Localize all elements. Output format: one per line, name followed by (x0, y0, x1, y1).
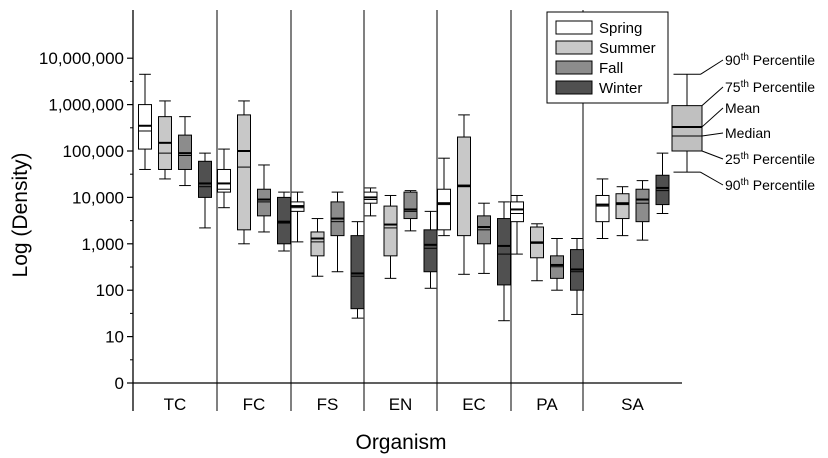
x-tick-label: FS (317, 395, 339, 414)
box-spring-fc (217, 148, 231, 209)
box-fall-en (403, 190, 418, 232)
box-fall-ec (477, 202, 491, 274)
y-tick-label: 10,000 (72, 188, 124, 207)
key-label: 25th Percentile (725, 151, 815, 167)
x-axis-label: Organism (355, 431, 446, 454)
legend-swatch (555, 80, 593, 95)
box-summer-tc (158, 100, 172, 180)
box-spring-en (363, 187, 378, 217)
box-spring-ec (437, 157, 451, 237)
key-leader (700, 171, 724, 186)
x-tick-label: TC (164, 395, 187, 414)
y-tick-label: 100,000 (63, 142, 124, 161)
box-fall-pa (550, 238, 564, 291)
box-body (383, 205, 398, 257)
box-body (198, 160, 212, 198)
box-winter-en (423, 210, 438, 289)
box-series (138, 73, 670, 322)
box-summer-sa (615, 186, 630, 237)
box-body (655, 174, 670, 206)
y-tick-label: 10,000,000 (39, 49, 124, 68)
percentile-key: 90th Percentile 75th Percentile Mean Median… (671, 52, 815, 193)
box-fall-tc (178, 116, 192, 187)
box-body (403, 191, 418, 220)
legend-label: Summer (599, 40, 656, 57)
box-summer-pa (530, 223, 544, 282)
x-tick-label: FC (243, 395, 266, 414)
key-label: Median (725, 125, 771, 141)
legend-swatch (555, 40, 593, 55)
box-body (350, 235, 365, 310)
box-fall-fc (257, 164, 271, 233)
legend-swatch (555, 20, 593, 35)
x-axis: TC FC FS EN EC PA SA (164, 395, 645, 414)
box-summer-ec (457, 114, 471, 275)
key-leader (701, 86, 724, 107)
y-tick-label: 100 (96, 281, 124, 300)
box-winter-fc (277, 191, 291, 252)
legend-swatch (555, 60, 593, 75)
legend: Spring Summer Fall Winter (546, 11, 669, 104)
box-body (217, 168, 231, 193)
box-body (635, 188, 650, 223)
box-winter-fs (350, 221, 365, 319)
box-winter-sa (655, 152, 670, 214)
box-spring-fs (290, 191, 305, 243)
box-body (423, 229, 438, 273)
box-body (310, 231, 325, 257)
box-fall-sa (635, 180, 650, 241)
box-winter-pa (570, 238, 584, 315)
box-body (277, 196, 291, 245)
box-body (497, 218, 511, 286)
box-body (510, 201, 524, 223)
box-spring-sa (595, 178, 610, 240)
x-tick-label: EC (462, 395, 486, 414)
box-fall-fs (330, 191, 345, 273)
box-body (595, 194, 610, 223)
y-axis-label: Log (Density) (9, 153, 32, 278)
box-body (615, 193, 630, 220)
y-axis: 0 10 100 1,000 10,000 100,000 1,000,000 10,000,… (39, 49, 133, 393)
y-tick-label: 10 (105, 328, 124, 347)
legend-label: Spring (599, 20, 642, 37)
key-label: Mean (725, 100, 760, 116)
box-spring-tc (138, 73, 152, 170)
box-summer-fs (310, 218, 325, 277)
y-tick-label: 0 (115, 374, 124, 393)
x-tick-label: PA (536, 395, 558, 414)
box-summer-en (383, 194, 398, 279)
key-label: 90th Percentile (725, 52, 815, 68)
box-summer-fc (237, 100, 251, 245)
y-tick-label: 1,000,000 (48, 96, 124, 115)
box-body (138, 104, 152, 150)
key-label: 75th Percentile (725, 79, 815, 95)
key-leader (701, 107, 724, 128)
box-body (257, 188, 271, 217)
key-leader (701, 132, 724, 137)
key-leader (701, 150, 724, 160)
box-winter-tc (198, 152, 212, 229)
box-body (437, 188, 451, 231)
legend-label: Winter (599, 80, 642, 97)
box-body (237, 114, 251, 231)
legend-label: Fall (599, 60, 623, 77)
box-spring-pa (510, 194, 524, 255)
box-body (671, 105, 703, 152)
x-tick-label: SA (621, 395, 644, 414)
key-label: 90th Percentile (725, 177, 815, 193)
x-tick-label: EN (389, 395, 413, 414)
key-example-box (671, 73, 703, 173)
y-tick-label: 1,000 (81, 235, 124, 254)
key-leader (700, 59, 724, 75)
box-winter-ec (497, 201, 511, 322)
